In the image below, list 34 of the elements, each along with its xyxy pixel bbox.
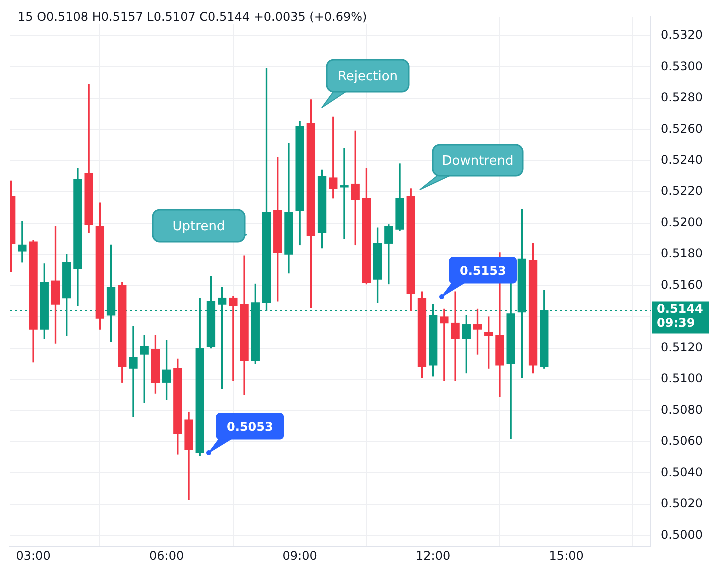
candlestick [229, 296, 238, 382]
x-tick-label: 12:00 [416, 548, 451, 563]
y-tick-label: 0.5200 [661, 215, 703, 230]
x-tick-label: 06:00 [150, 548, 184, 563]
candlestick [129, 326, 138, 418]
y-tick-label: 0.5100 [661, 372, 703, 386]
y-tick-label: 0.5080 [661, 402, 703, 417]
annotation: 0.5053 [226, 420, 274, 434]
annotation: Uptrend [172, 220, 226, 235]
y-tick-label: 0.5260 [661, 122, 703, 136]
candlestick [340, 148, 349, 240]
x-tick-label: 09:00 [282, 548, 318, 563]
candlestick [18, 221, 27, 263]
y-tick-label: 0.5220 [661, 184, 703, 198]
ref-line-label: 0.5144 09:39 [657, 302, 704, 330]
y-tick-label: 0.5280 [661, 90, 703, 105]
y-tick-label: 0.5300 [661, 59, 703, 74]
y-tick-label: 0.5020 [661, 496, 703, 511]
candlestick [451, 292, 460, 382]
y-tick-label: 0.5180 [661, 246, 703, 261]
candlestick [440, 308, 449, 382]
y-tick-label: 0.5040 [661, 465, 703, 480]
y-tick-label: 0.5240 [661, 152, 703, 167]
annotation: Rejection [338, 70, 398, 85]
y-tick-label: 0.5160 [661, 278, 703, 292]
y-tick-label: 0.5060 [661, 434, 703, 448]
x-tick-label: 03:00 [16, 548, 51, 563]
annotation: Downtrend [442, 154, 514, 170]
annotation: 0.5153 [460, 264, 507, 278]
chart-title: 15 O0.5108 H0.5157 L0.5107 C0.5144 +0.0035 (+0.69%) [18, 10, 368, 24]
y-tick-label: 0.5120 [661, 340, 703, 354]
x-tick-label: 15:00 [549, 548, 584, 563]
y-tick-label: 0.5000 [661, 528, 703, 542]
y-tick-label: 0.5320 [661, 28, 703, 42]
